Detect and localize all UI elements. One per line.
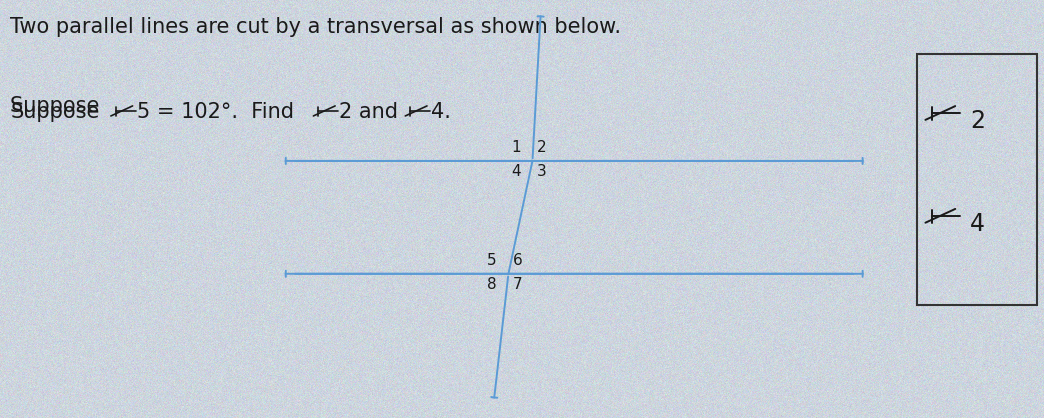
Bar bbox=[917, 54, 1037, 305]
Text: 5: 5 bbox=[488, 253, 497, 268]
Text: 4: 4 bbox=[970, 212, 984, 236]
Text: 2: 2 bbox=[970, 109, 984, 133]
Text: 2 and: 2 and bbox=[339, 102, 399, 122]
Text: 4.: 4. bbox=[431, 102, 451, 122]
Text: 5 = 102°.  Find: 5 = 102°. Find bbox=[137, 102, 293, 122]
Text: Suppose: Suppose bbox=[10, 102, 100, 122]
Text: 3: 3 bbox=[537, 164, 547, 178]
Text: 8: 8 bbox=[488, 277, 497, 291]
Text: Suppose: Suppose bbox=[10, 96, 106, 116]
Text: 4: 4 bbox=[512, 164, 521, 178]
Text: 1: 1 bbox=[512, 140, 521, 155]
Text: 7: 7 bbox=[513, 277, 523, 291]
Text: 6: 6 bbox=[513, 253, 523, 268]
Text: 2: 2 bbox=[537, 140, 547, 155]
Text: Two parallel lines are cut by a transversal as shown below.: Two parallel lines are cut by a transver… bbox=[10, 17, 621, 37]
